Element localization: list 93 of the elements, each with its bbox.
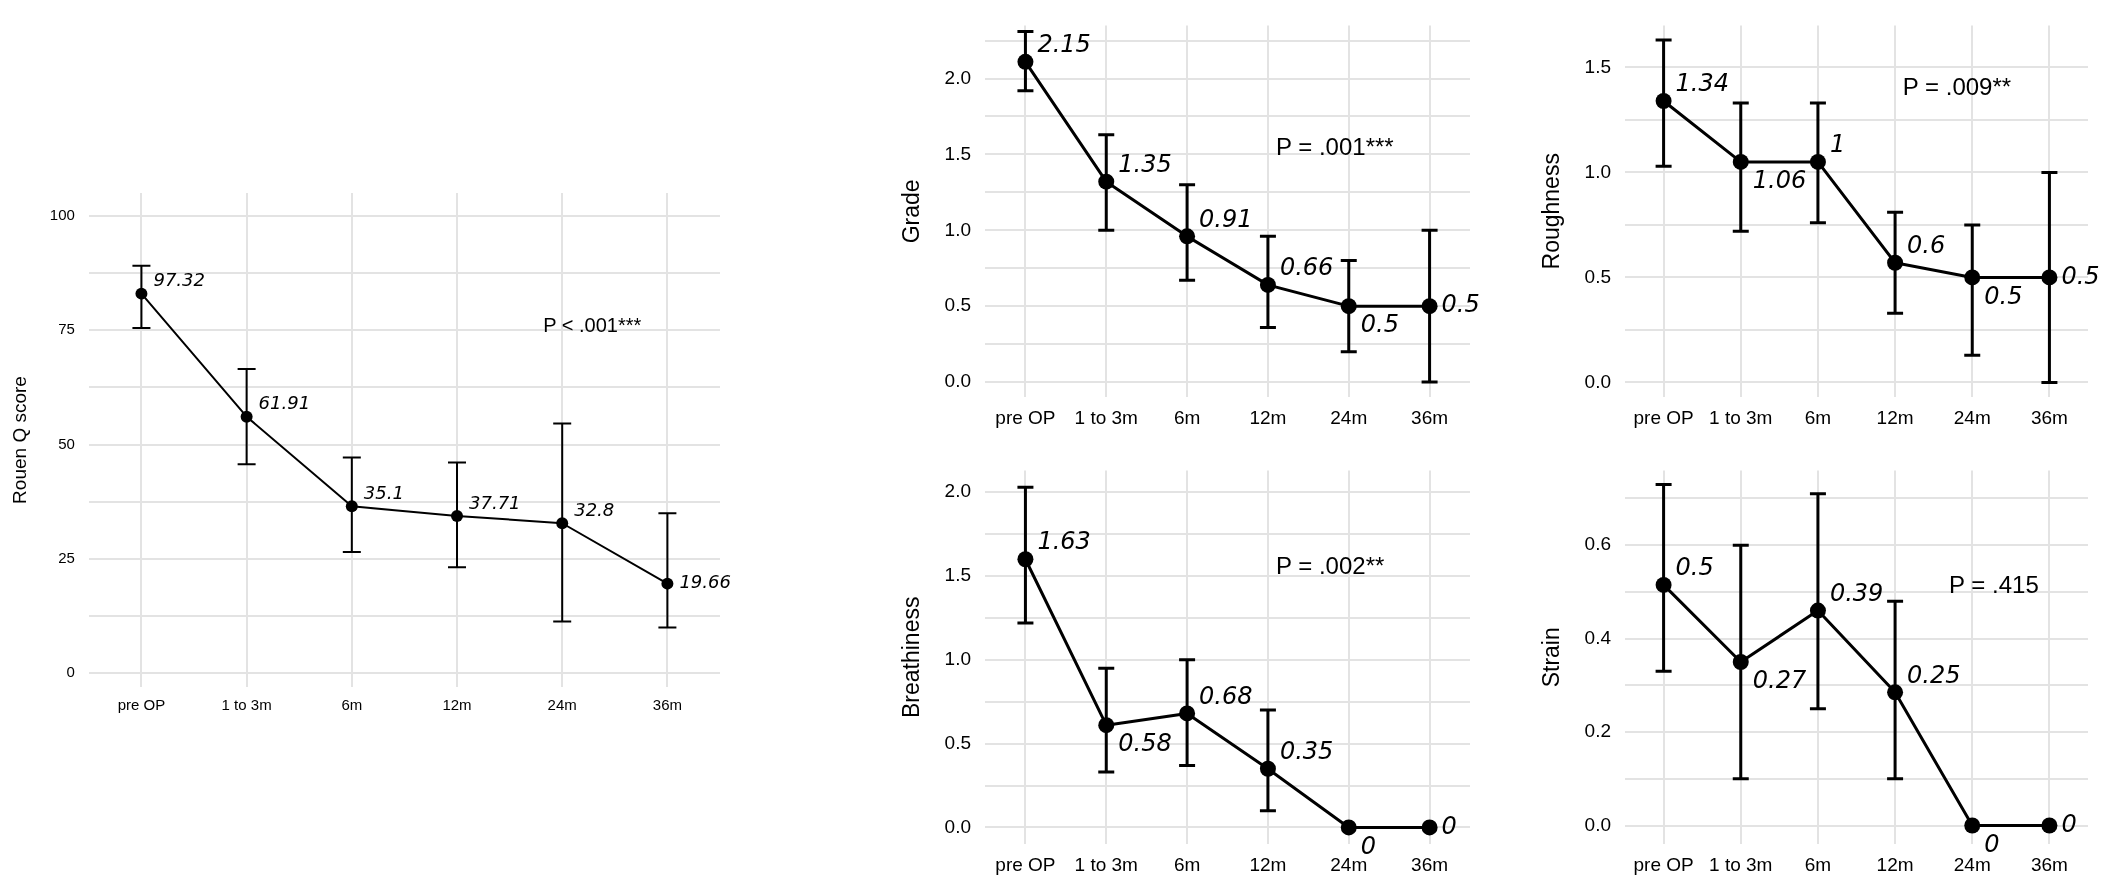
x-tick-label: 6m (341, 696, 363, 714)
y-tick-label: 1.0 (944, 648, 972, 670)
x-tick-label: 6m (1804, 406, 1832, 428)
y-tick-label: 0.5 (944, 731, 972, 753)
annotation: 35.1 (363, 482, 404, 503)
annotation: 0.5 (1441, 290, 1480, 319)
y-tick-label: 0.2 (1584, 720, 1612, 742)
annotation: 0.39 (1829, 578, 1884, 607)
annotation: 32.8 (574, 498, 615, 520)
x-tick-label: 1 to 3m (1709, 853, 1773, 875)
point (1964, 817, 1981, 834)
annotation: 0 (2061, 809, 2077, 838)
annotation: 0.25 (1907, 660, 1961, 689)
x-tick-label: 6m (1804, 853, 1832, 875)
x-tick-label: pre OP (117, 696, 166, 714)
y-tick-label: 0.0 (944, 370, 972, 392)
y-tick-label: 0 (66, 663, 75, 681)
y-tick-label: 1.5 (1584, 55, 1612, 77)
annotation: 1.63 (1037, 527, 1091, 556)
y-axis-title: Strain (1538, 627, 1565, 688)
annotation: 61.91 (258, 392, 311, 414)
annotation: P < .001*** (543, 313, 642, 336)
x-tick-label: 36m (1411, 406, 1449, 428)
point (2041, 817, 2058, 834)
annotation: 0.27 (1752, 666, 1807, 695)
y-tick-label: 25 (58, 549, 75, 567)
x-tick-label: 12m (1876, 406, 1914, 428)
annotation: P = .415 (1949, 570, 2039, 598)
y-axis-title: Breathiness (898, 596, 925, 719)
y-tick-label: 0.5 (944, 294, 972, 316)
annotation: 1.34 (1675, 69, 1730, 98)
point (1421, 819, 1438, 836)
x-tick-label: pre OP (995, 853, 1056, 875)
x-tick-label: pre OP (1633, 406, 1694, 428)
x-tick-label: 24m (1330, 406, 1368, 428)
x-tick-label: 36m (2030, 406, 2068, 428)
annotation: 2.15 (1037, 30, 1091, 59)
y-axis-title: Rouen Q score (8, 376, 30, 504)
x-tick-label: 36m (1411, 853, 1449, 875)
y-tick-label: 0.0 (944, 815, 972, 837)
x-tick-label: 36m (2030, 853, 2068, 875)
annotation: 0.66 (1279, 253, 1334, 282)
y-tick-label: 1.5 (944, 564, 972, 586)
annotation: 0 (1441, 811, 1457, 840)
x-tick-label: 24m (1953, 406, 1991, 428)
annotation: 0.35 (1279, 737, 1334, 765)
y-tick-label: 50 (58, 434, 75, 452)
y-tick-label: 0.0 (1584, 813, 1612, 835)
annotation: 97.32 (153, 269, 205, 291)
annotation: 0.5 (1675, 553, 1714, 582)
x-tick-label: 1 to 3m (1074, 406, 1138, 428)
x-tick-label: 36m (652, 696, 682, 714)
annotation: 0.68 (1199, 681, 1253, 710)
annotation: P = .001*** (1276, 132, 1394, 160)
x-tick-label: 1 to 3m (1074, 853, 1138, 875)
x-tick-label: 12m (1249, 853, 1287, 875)
y-tick-label: 0.6 (1584, 533, 1612, 555)
y-tick-label: 1.5 (944, 142, 972, 164)
annotation: 1.35 (1118, 149, 1172, 178)
x-tick-label: pre OP (995, 406, 1056, 428)
x-tick-label: 12m (442, 696, 472, 714)
annotation: P = .009** (1902, 73, 2012, 101)
y-tick-label: 1.0 (1584, 160, 1612, 182)
y-tick-label: 2.0 (944, 480, 972, 502)
y-tick-label: 75 (58, 320, 75, 338)
annotation: 0.5 (1984, 281, 2023, 310)
x-tick-label: 6m (1173, 406, 1201, 428)
annotation: P = .002** (1276, 552, 1385, 580)
x-tick-label: 1 to 3m (221, 696, 272, 714)
annotation: 37.71 (469, 491, 521, 513)
y-tick-label: 2.0 (944, 66, 972, 88)
x-tick-label: 6m (1173, 853, 1201, 875)
annotation: 0.5 (2061, 261, 2100, 290)
x-tick-label: 24m (547, 696, 577, 714)
annotation: 0.6 (1907, 231, 1946, 259)
y-axis-title: Roughness (1538, 153, 1565, 270)
annotation: 0.91 (1199, 204, 1253, 233)
y-tick-label: 0.0 (1584, 370, 1612, 392)
annotation: 1 (1829, 130, 1846, 159)
x-tick-label: 1 to 3m (1709, 406, 1773, 428)
annotation: 1.06 (1752, 166, 1807, 195)
annotation: 0.58 (1118, 729, 1172, 758)
y-tick-label: 1.0 (944, 218, 972, 240)
point (1340, 819, 1357, 836)
x-tick-label: 12m (1249, 406, 1287, 428)
y-tick-label: 100 (49, 206, 75, 224)
annotation: 19.66 (679, 571, 731, 593)
x-tick-label: pre OP (1633, 853, 1694, 875)
annotation: 0.5 (1360, 310, 1399, 339)
y-axis-title: Grade (898, 179, 925, 244)
y-tick-label: 0.4 (1584, 626, 1612, 648)
x-tick-label: 12m (1876, 853, 1914, 875)
y-tick-label: 0.5 (1584, 265, 1612, 287)
